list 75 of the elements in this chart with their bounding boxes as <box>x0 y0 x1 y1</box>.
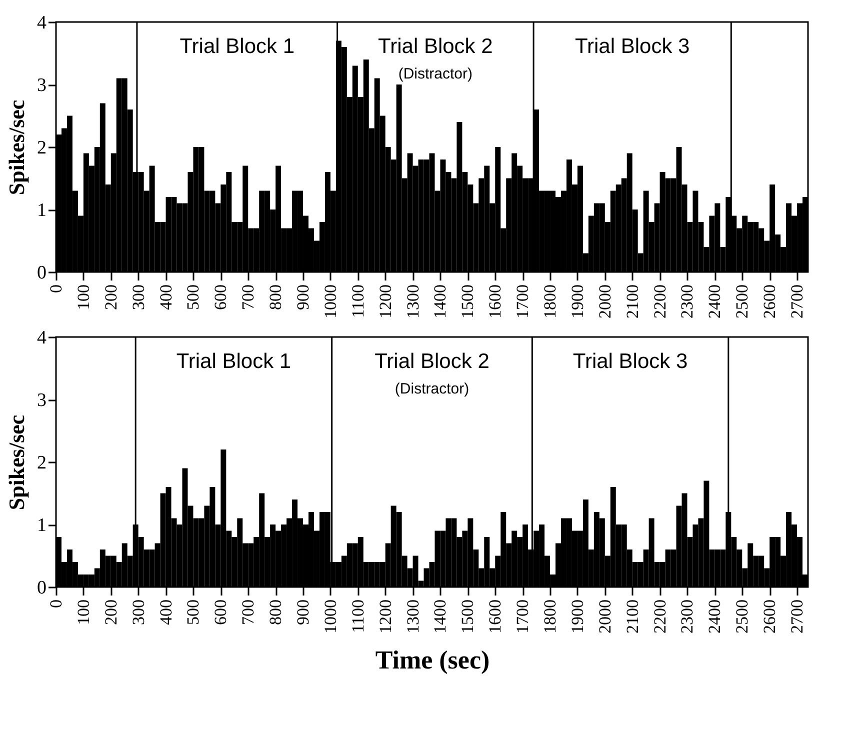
x-tick-label: 1600 <box>486 284 505 318</box>
x-tick-label: 600 <box>211 284 230 310</box>
x-tick-label: 2200 <box>650 600 670 634</box>
annotation: Trial Block 2 (Distractor) <box>378 35 493 82</box>
x-tick-label: 200 <box>101 284 120 310</box>
y-tick-label: 3 <box>37 75 46 96</box>
y-axis-title: Spikes/sec <box>4 414 29 510</box>
y-tick-label: 4 <box>37 328 47 348</box>
x-axis-title: Time (sec) <box>375 646 490 674</box>
x-tick-label: 2500 <box>732 600 752 634</box>
x-tick-label: 700 <box>238 600 258 625</box>
x-tick-label: 0 <box>46 600 66 608</box>
y-tick-label: 4 <box>37 12 47 34</box>
x-tick-label: 1400 <box>430 284 450 318</box>
x-tick-label: 500 <box>184 284 203 310</box>
annotation: Trial Block 1 <box>176 350 292 373</box>
x-tick-label: 300 <box>128 600 148 625</box>
x-tick-label: 1500 <box>458 600 478 634</box>
x-tick-label: 2400 <box>705 284 724 318</box>
x-tick-label: 1300 <box>403 600 422 634</box>
x-tick-label: 1600 <box>486 600 505 634</box>
x-tick-label: 1800 <box>540 600 560 634</box>
x-tick-label: 400 <box>156 284 176 310</box>
x-tick-label: 700 <box>238 284 258 310</box>
x-tick-label: 2100 <box>622 284 642 318</box>
annotation: Trial Block 3 <box>574 35 690 58</box>
x-tick-label: 2200 <box>650 284 670 318</box>
x-tick-label: 1100 <box>348 284 368 318</box>
annotation: Trial Block 2 (Distractor) <box>374 350 490 398</box>
x-tick-label: 900 <box>294 284 313 310</box>
x-tick-label: 1000 <box>320 600 340 634</box>
y-tick-label: 3 <box>37 390 46 411</box>
x-tick-label: 1900 <box>568 600 587 634</box>
y-tick-label: 1 <box>37 200 46 221</box>
x-tick-label: 1500 <box>458 284 478 318</box>
annotation: Trial Block 1 <box>180 35 295 58</box>
y-tick-label: 2 <box>37 138 46 158</box>
x-tick-label: 2400 <box>705 600 724 634</box>
x-tick-label: 2600 <box>760 600 780 634</box>
x-tick-label: 2100 <box>622 600 642 634</box>
x-tick-label: 400 <box>156 600 176 625</box>
y-tick-label: 0 <box>37 262 46 284</box>
x-tick-label: 2700 <box>788 284 807 318</box>
x-tick-label: 2300 <box>678 284 697 318</box>
x-tick-label: 1700 <box>513 600 532 634</box>
x-tick-label: 2000 <box>595 284 614 318</box>
x-tick-label: 500 <box>184 600 203 625</box>
x-tick-label: 1300 <box>403 284 422 318</box>
y-tick-label: 2 <box>37 452 46 474</box>
x-tick-label: 2000 <box>595 600 614 634</box>
x-tick-label: 1700 <box>513 284 532 318</box>
x-tick-label: 1900 <box>568 284 587 318</box>
x-tick-label: 2300 <box>678 600 697 634</box>
x-tick-label: 1200 <box>376 600 395 634</box>
x-tick-label: 2600 <box>760 284 780 318</box>
x-tick-label: 800 <box>266 284 286 310</box>
x-tick-label: 1200 <box>376 284 395 318</box>
y-axis-title: Spikes/sec <box>4 100 29 196</box>
x-tick-label: 1800 <box>540 284 560 318</box>
x-tick-label: 300 <box>128 284 148 310</box>
y-tick-label: 0 <box>37 578 46 598</box>
y-tick-label: 1 <box>37 515 46 536</box>
x-tick-label: 0 <box>46 284 66 293</box>
x-tick-label: 800 <box>266 600 286 625</box>
x-tick-label: 200 <box>101 600 120 625</box>
x-tick-label: 100 <box>74 600 93 625</box>
x-tick-label: 100 <box>74 284 93 310</box>
x-tick-label: 2700 <box>788 600 807 634</box>
x-tick-label: 2500 <box>732 284 752 318</box>
x-tick-label: 1000 <box>320 284 340 318</box>
x-tick-label: 1100 <box>348 600 368 633</box>
annotation: Trial Block 3 <box>572 350 688 373</box>
x-tick-label: 900 <box>294 600 313 625</box>
x-tick-label: 1400 <box>430 600 450 634</box>
x-tick-label: 600 <box>211 600 230 625</box>
